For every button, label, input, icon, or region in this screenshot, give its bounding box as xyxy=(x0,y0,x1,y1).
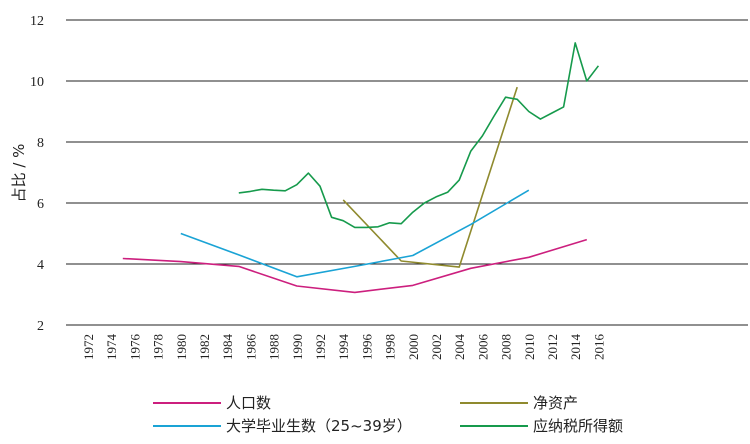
x-tick-label: 1990 xyxy=(290,334,305,360)
x-tick-label: 2006 xyxy=(475,334,490,361)
x-tick-label: 2012 xyxy=(545,334,560,360)
x-tick-label: 1994 xyxy=(336,334,351,361)
x-tick-label: 1978 xyxy=(151,334,166,360)
y-tick-label: 6 xyxy=(37,197,44,212)
series-line-0 xyxy=(122,238,588,294)
x-tick-label: 1982 xyxy=(197,334,212,360)
legend-label-3: 应纳税所得额 xyxy=(533,417,623,435)
series-line-3 xyxy=(238,42,600,229)
x-tick-label: 2010 xyxy=(522,334,537,360)
y-tick-label: 2 xyxy=(37,319,44,334)
x-tick-label: 1974 xyxy=(104,334,119,361)
x-tick-label: 2008 xyxy=(499,334,514,360)
legend-label-0: 人口数 xyxy=(226,394,271,412)
x-tick-label: 2014 xyxy=(568,334,583,361)
x-tick-label: 1976 xyxy=(127,334,142,361)
legend-label-1: 净资产 xyxy=(533,394,578,412)
y-tick-label: 8 xyxy=(37,136,44,151)
x-tick-label: 1992 xyxy=(313,334,328,360)
gridlines xyxy=(66,19,748,326)
y-axis-ticks: 2 4 6 8 10 12 xyxy=(30,14,44,334)
x-tick-label: 1998 xyxy=(383,334,398,360)
series-line-1 xyxy=(342,86,518,268)
series-lines xyxy=(122,42,600,294)
x-tick-label: 2016 xyxy=(591,334,606,361)
x-tick-label: 1988 xyxy=(267,334,282,360)
legend-label-2: 大学毕业生数（25~39岁） xyxy=(226,417,412,435)
x-tick-label: 1986 xyxy=(243,334,258,361)
x-tick-label: 1984 xyxy=(220,334,235,361)
y-tick-label: 4 xyxy=(37,258,44,273)
x-tick-label: 1980 xyxy=(174,334,189,360)
y-tick-label: 12 xyxy=(30,14,44,29)
series-line-2 xyxy=(180,189,530,278)
x-tick-label: 2004 xyxy=(452,334,467,361)
y-tick-label: 10 xyxy=(30,75,44,90)
x-tick-label: 2000 xyxy=(406,334,421,360)
x-axis-ticks: 1972 1974 1976 1978 1980 1982 1984 1986 1988 1990… xyxy=(81,334,606,361)
y-axis-label: 占比 / % xyxy=(10,144,28,203)
x-tick-label: 1972 xyxy=(81,334,96,360)
x-tick-label: 2002 xyxy=(429,334,444,360)
x-tick-label: 1996 xyxy=(359,334,374,361)
